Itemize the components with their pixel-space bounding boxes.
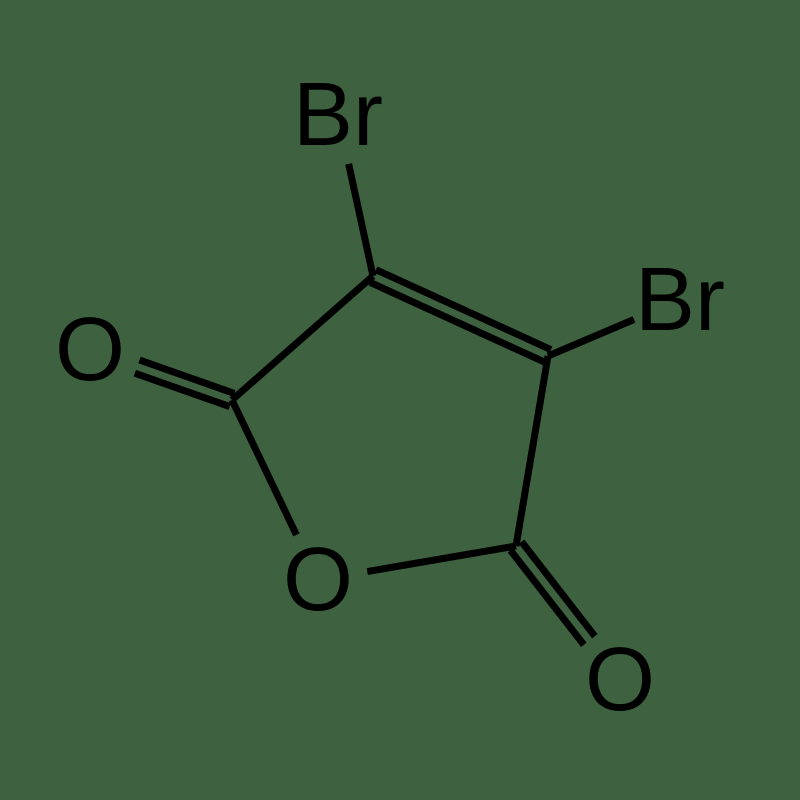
atom-label: O	[55, 300, 125, 400]
atom-label: Br	[635, 250, 725, 350]
chemical-structure: O O O Br Br	[0, 0, 800, 800]
atom-label: O	[283, 530, 353, 630]
atom-label: Br	[293, 65, 383, 165]
atom-label: O	[585, 630, 655, 730]
